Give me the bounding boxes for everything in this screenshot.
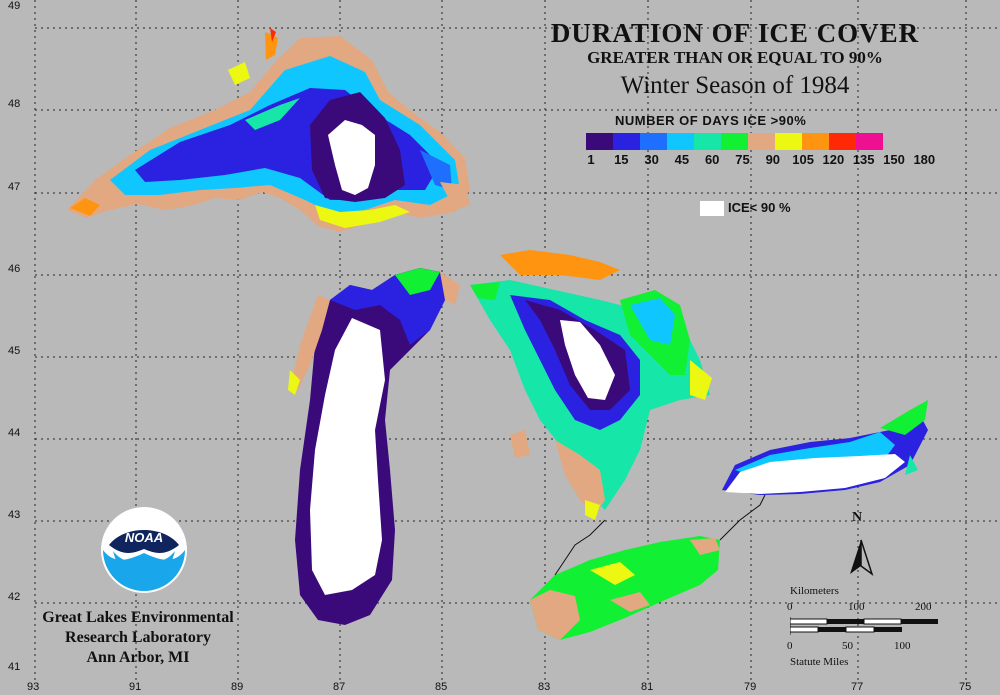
lon-label-87: 87 [333, 681, 346, 693]
lon-label-77: 77 [851, 681, 864, 693]
scale-bar: Kilometers 0 100 200 0 50 100 Statute Mi… [780, 583, 950, 673]
scale-km-0: 0 [787, 601, 793, 613]
scale-mi-title: Statute Miles [790, 656, 849, 668]
map-title: DURATION OF ICE COVER [550, 18, 920, 48]
lat-label-48: 48 [8, 98, 21, 110]
lab-credit: Great Lakes Environmental Research Labor… [18, 608, 258, 668]
lat-label-42: 42 [8, 591, 21, 603]
legend-color-bar [586, 133, 883, 150]
legend-tick-label: 105 [792, 152, 814, 167]
legend-swatch [802, 133, 829, 150]
legend-swatch [829, 133, 856, 150]
lake-superior [67, 28, 470, 232]
lon-label-81: 81 [641, 681, 654, 693]
lat-label-41: 41 [8, 661, 21, 673]
legend-title: NUMBER OF DAYS ICE >90% [615, 113, 807, 128]
legend-swatch [586, 133, 613, 150]
lake-ontario [722, 400, 928, 495]
lat-label-43: 43 [8, 509, 21, 521]
legend-swatch [667, 133, 694, 150]
lake-erie [530, 536, 720, 640]
north-label: N [852, 510, 863, 525]
map-subtitle: GREATER THAN OR EQUAL TO 90% [587, 48, 883, 67]
legend-tick-label: 150 [883, 152, 905, 167]
scale-mi-100: 100 [894, 640, 911, 652]
lab-line-3: Ann Arbor, MI [86, 649, 190, 666]
lon-label-91: 91 [129, 681, 142, 693]
legend-tick-label: 75 [735, 152, 750, 167]
legend-tick-label: 120 [822, 152, 845, 167]
legend-tick-label: 90 [765, 152, 781, 167]
lon-label-83: 83 [538, 681, 551, 693]
ice-legend-swatch [700, 201, 724, 216]
scale-mi-50: 50 [842, 640, 853, 652]
scale-km-100: 100 [848, 601, 865, 613]
legend-tick-label: 60 [704, 152, 720, 167]
scale-mi-0: 0 [787, 640, 793, 652]
legend-swatch [748, 133, 775, 150]
legend-tick-label: 180 [913, 152, 936, 167]
lat-label-49: 49 [8, 0, 21, 12]
noaa-logo: NOAA [101, 507, 187, 593]
legend-tick-label: 30 [644, 152, 659, 167]
noaa-logo-text: NOAA [125, 530, 163, 545]
legend-swatch [613, 133, 640, 150]
lon-label-85: 85 [435, 681, 448, 693]
lon-label-93: 93 [27, 681, 40, 693]
legend-swatch [640, 133, 667, 150]
lat-label-47: 47 [8, 181, 21, 193]
graticule [34, 0, 1000, 680]
lake-huron [470, 250, 712, 520]
lon-label-75: 75 [959, 681, 972, 693]
legend-swatch [721, 133, 748, 150]
legend-tick-label: 1 [587, 152, 595, 167]
legend-tick-label: 135 [852, 152, 875, 167]
lon-label-79: 79 [744, 681, 757, 693]
scale-km-title: Kilometers [790, 585, 839, 597]
legend-swatch [775, 133, 802, 150]
lab-line-1: Great Lakes Environmental [42, 609, 234, 626]
lab-line-2: Research Laboratory [65, 629, 211, 646]
legend-tick-label: 45 [674, 152, 690, 167]
legend-swatch [856, 133, 883, 150]
lake-michigan [288, 268, 460, 625]
scale-km-200: 200 [915, 601, 932, 613]
season-label: Winter Season of 1984 [620, 72, 850, 99]
legend-tick-labels: 1 15 30 45 60 75 90 105 120 135 150 180 [576, 152, 946, 170]
lat-label-44: 44 [8, 427, 21, 439]
legend-swatch [694, 133, 721, 150]
ice-legend-label: ICE< 90 % [728, 200, 791, 215]
rivers [554, 494, 766, 576]
lat-label-45: 45 [8, 345, 21, 357]
scale-bars [790, 617, 938, 635]
north-arrow-icon [850, 539, 874, 576]
lat-label-46: 46 [8, 263, 21, 275]
lon-label-89: 89 [231, 681, 244, 693]
legend-tick-label: 15 [614, 152, 629, 167]
